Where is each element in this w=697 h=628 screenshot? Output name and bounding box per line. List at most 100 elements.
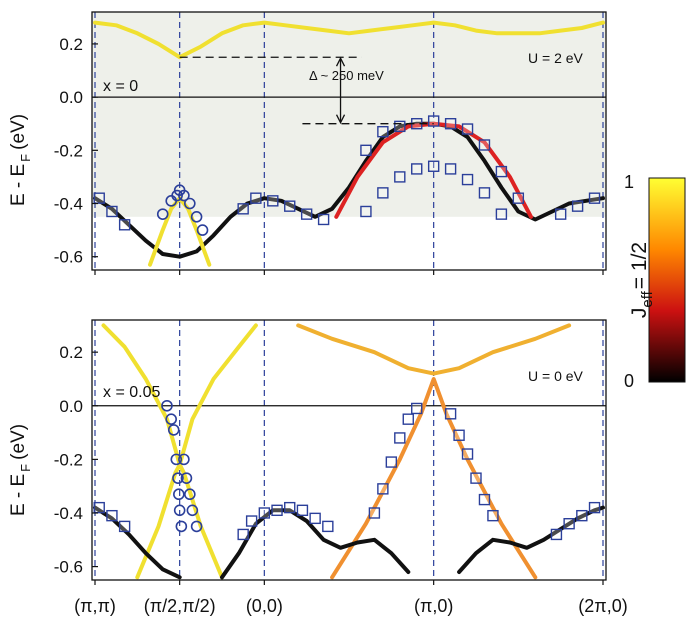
square-marker — [571, 200, 584, 212]
colorbar-label: Jeff= 1/2 — [628, 242, 656, 318]
square-marker — [300, 208, 313, 220]
square-marker — [237, 203, 249, 215]
square-marker — [550, 528, 563, 541]
top-shaded-region — [92, 12, 606, 217]
circle-marker — [184, 197, 196, 210]
band-line — [296, 323, 572, 376]
band-line — [457, 505, 605, 574]
band-line — [220, 508, 411, 580]
square-marker — [237, 528, 249, 541]
square-marker — [478, 493, 491, 506]
y-tick-label: -0.6 — [54, 248, 83, 267]
top-y-label: E - EF(eV) — [8, 114, 33, 206]
square-marker — [317, 213, 330, 226]
circle-marker — [196, 224, 209, 236]
square-marker — [245, 515, 258, 527]
circle-marker — [190, 520, 203, 533]
square-marker — [453, 429, 465, 441]
square-marker — [487, 509, 499, 522]
colorbar-min-label: 0 — [624, 371, 634, 391]
square-marker — [588, 501, 601, 514]
circle-marker — [161, 399, 173, 412]
square-marker — [377, 187, 389, 199]
x-tick-label: (π,0) — [414, 596, 453, 616]
square-marker — [106, 205, 118, 218]
square-marker — [495, 165, 508, 178]
svg-text:Jeff= 1/2: Jeff= 1/2 — [628, 242, 656, 318]
y-tick-label: -0.2 — [54, 450, 83, 469]
circle-marker — [175, 520, 188, 533]
square-marker — [461, 123, 474, 135]
band-line — [334, 121, 533, 219]
circle-marker — [180, 472, 193, 484]
circle-marker — [171, 189, 183, 202]
svg-text:E - EF(eV): E - EF(eV) — [8, 114, 33, 206]
top-annotation-x: x = 0 — [103, 78, 138, 95]
circle-marker — [173, 504, 186, 517]
square-marker — [394, 120, 406, 133]
bottom-band-lines — [93, 323, 605, 580]
top-panel: 0.2 0.0 -0.2 -0.4 -0.6 x = 0 U = 2 eV Δ ~ 25… — [54, 11, 607, 275]
top-panel-frame — [91, 11, 607, 271]
square-marker — [478, 187, 491, 199]
top-data-markers — [93, 115, 601, 236]
square-marker — [360, 205, 372, 218]
circle-marker — [172, 472, 184, 484]
square-marker — [118, 520, 131, 533]
square-marker — [427, 160, 440, 172]
square-marker — [427, 115, 440, 127]
square-marker — [444, 408, 457, 420]
y-tick-label: 0.2 — [59, 343, 83, 362]
top-annotation-u: U = 2 eV — [528, 50, 584, 66]
square-marker — [296, 504, 309, 517]
square-marker — [461, 448, 474, 460]
square-marker — [512, 192, 525, 204]
gap-arrowhead-down — [335, 114, 346, 125]
square-marker — [106, 509, 118, 522]
x-tick-label: (π,π) — [74, 596, 116, 616]
circle-marker — [178, 453, 190, 466]
square-marker — [444, 118, 457, 130]
circle-marker — [184, 488, 196, 501]
square-marker — [118, 219, 131, 231]
circle-marker — [186, 504, 199, 517]
bottom-annotation-x: x = 0.05 — [103, 384, 160, 401]
square-marker — [258, 507, 271, 519]
gap-arrowhead-up — [335, 56, 346, 67]
bottom-annotation-u: U = 0 eV — [528, 368, 584, 384]
square-marker — [402, 413, 414, 425]
y-tick-label: 0.2 — [59, 35, 83, 54]
band-line — [93, 121, 605, 259]
top-gap-annotation — [179, 56, 434, 125]
square-marker — [360, 144, 372, 157]
square-marker — [495, 208, 508, 220]
square-marker — [444, 163, 457, 175]
x-tick-label: (π/2,π/2) — [144, 596, 216, 616]
square-marker — [377, 125, 389, 138]
square-marker — [470, 472, 482, 484]
square-marker — [267, 195, 279, 207]
circle-marker — [190, 211, 203, 223]
square-marker — [554, 208, 567, 220]
bottom-panel: 0.2 0.0 -0.2 -0.4 -0.6 x = 0.05 U = 0 eV — [54, 319, 607, 585]
square-marker — [284, 200, 296, 212]
y-tick-label: 0.0 — [59, 397, 83, 416]
square-marker — [576, 509, 588, 522]
circle-marker — [165, 413, 177, 425]
top-annotation-gap: Δ ~ 250 meV — [309, 68, 384, 83]
circle-marker — [156, 208, 169, 220]
bottom-y-axis: 0.2 0.0 -0.2 -0.4 -0.6 — [54, 343, 604, 585]
circle-marker — [178, 189, 190, 202]
y-tick-label: 0.0 — [59, 88, 83, 107]
svg-text:E - EF(eV): E - EF(eV) — [8, 424, 33, 516]
square-marker — [377, 483, 389, 495]
bottom-y-label: E - EF(eV) — [8, 424, 33, 516]
square-marker — [284, 501, 296, 514]
square-marker — [588, 192, 601, 204]
top-y-axis: 0.2 0.0 -0.2 -0.4 -0.6 — [54, 35, 604, 275]
square-marker — [322, 520, 334, 533]
square-marker — [411, 402, 423, 415]
circle-marker — [173, 488, 185, 501]
square-marker — [411, 163, 423, 175]
